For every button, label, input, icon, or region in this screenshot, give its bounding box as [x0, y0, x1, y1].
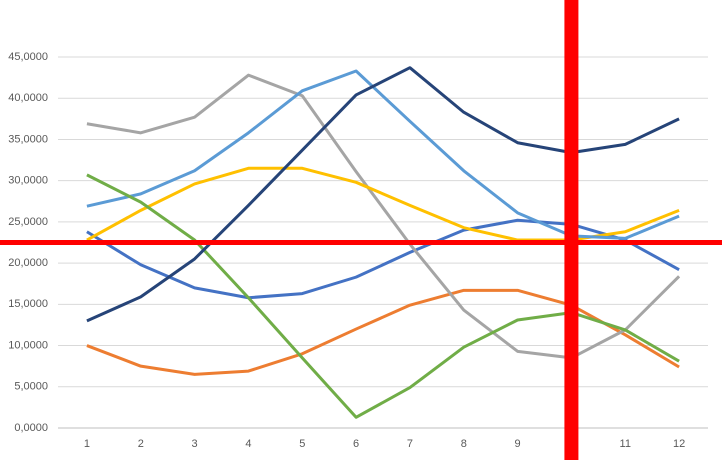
x-tick-label: 4 — [245, 438, 251, 450]
y-tick-label: 10,0000 — [8, 339, 48, 351]
y-tick-label: 35,0000 — [8, 133, 48, 145]
x-tick-label: 6 — [353, 438, 359, 450]
series-line — [86, 218, 680, 300]
series-line — [86, 69, 680, 240]
x-tick-label: 11 — [620, 438, 631, 450]
y-tick-label: 45,0000 — [8, 51, 48, 63]
x-tick-label: 5 — [299, 438, 305, 450]
series-line — [86, 166, 680, 242]
series-line — [86, 288, 680, 376]
y-tick-label: 5,0000 — [14, 381, 48, 393]
y-tick-label: 15,0000 — [8, 298, 48, 310]
x-tick-label: 2 — [138, 438, 144, 450]
y-tick-label: 20,0000 — [8, 257, 48, 269]
x-tick-label: 8 — [461, 438, 467, 450]
x-tick-label: 9 — [515, 438, 521, 450]
y-tick-label: 0,0000 — [14, 422, 48, 434]
x-tick-label: 12 — [673, 438, 685, 450]
series-line — [86, 173, 680, 419]
y-tick-label: 30,0000 — [8, 175, 48, 187]
x-tick-label: 7 — [407, 438, 413, 450]
x-tick-label: 3 — [192, 438, 198, 450]
x-tick-label: 1 — [84, 438, 90, 450]
series-line — [86, 66, 680, 323]
y-tick-label: 25,0000 — [8, 216, 48, 228]
series-line — [86, 73, 681, 360]
y-tick-label: 40,0000 — [8, 92, 48, 104]
